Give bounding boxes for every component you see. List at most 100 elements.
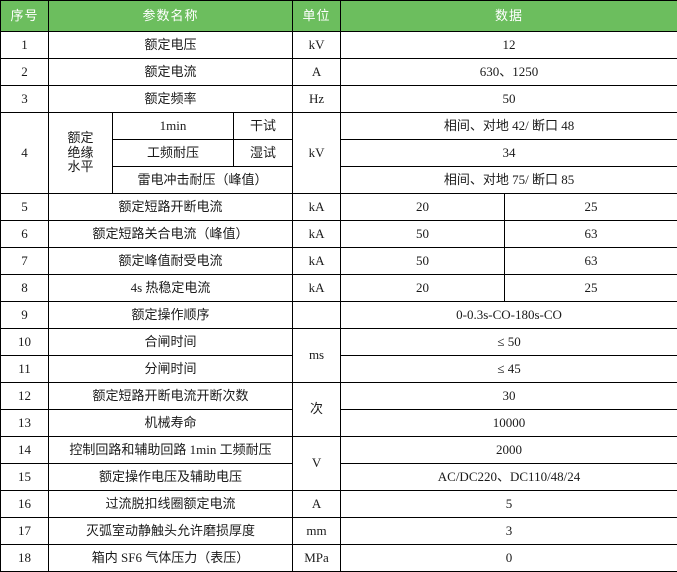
table-row: 10 合闸时间 ms ≤ 50 [1, 329, 677, 356]
row-unit-volt: V [293, 437, 341, 491]
insulation-test-wet: 湿试 [234, 140, 293, 167]
insulation-group-label-line: 水平 [51, 160, 110, 175]
header-parameter: 参数名称 [49, 1, 293, 32]
row-number: 12 [1, 383, 49, 410]
table-row: 16 过流脱扣线圈额定电流 A 5 [1, 491, 677, 518]
row-parameter: 额定频率 [49, 86, 293, 113]
row-parameter: 额定峰值耐受电流 [49, 248, 293, 275]
row-number: 6 [1, 221, 49, 248]
row-number: 3 [1, 86, 49, 113]
row-unit: MPa [293, 545, 341, 572]
row-parameter: 箱内 SF6 气体压力（表压） [49, 545, 293, 572]
row-data: AC/DC220、DC110/48/24 [341, 464, 677, 491]
insulation-group-label-line: 额定 [51, 131, 110, 146]
row-data: 5 [341, 491, 677, 518]
table-row: 12 额定短路开断电流开断次数 次 30 [1, 383, 677, 410]
insulation-data-dry: 相间、对地 42/ 断口 48 [341, 113, 677, 140]
row-data-right: 63 [505, 248, 677, 275]
row-data: 12 [341, 32, 677, 59]
row-number: 2 [1, 59, 49, 86]
impulse-label: 雷电冲击耐压（峰值） [113, 167, 293, 194]
header-data: 数据 [341, 1, 677, 32]
row-data: ≤ 50 [341, 329, 677, 356]
row-parameter: 合闸时间 [49, 329, 293, 356]
row-number: 9 [1, 302, 49, 329]
table-row: 14 控制回路和辅助回路 1min 工频耐压 V 2000 [1, 437, 677, 464]
row-data: 50 [341, 86, 677, 113]
row-number: 13 [1, 410, 49, 437]
row-number: 14 [1, 437, 49, 464]
row-data-right: 25 [505, 194, 677, 221]
row-number: 5 [1, 194, 49, 221]
header-no: 序号 [1, 1, 49, 32]
row-parameter: 额定短路关合电流（峰值） [49, 221, 293, 248]
row-unit: kV [293, 113, 341, 194]
row-data-right: 25 [505, 275, 677, 302]
row-data-right: 63 [505, 221, 677, 248]
row-unit: mm [293, 518, 341, 545]
table-row: 3 额定频率 Hz 50 [1, 86, 677, 113]
row-parameter: 灭弧室动静触头允许磨损厚度 [49, 518, 293, 545]
row-unit: kV [293, 32, 341, 59]
table-row: 17 灭弧室动静触头允许磨损厚度 mm 3 [1, 518, 677, 545]
row-unit: A [293, 491, 341, 518]
row-number: 4 [1, 113, 49, 194]
row-number: 16 [1, 491, 49, 518]
table-row: 9 额定操作顺序 0-0.3s-CO-180s-CO [1, 302, 677, 329]
row-parameter: 过流脱扣线圈额定电流 [49, 491, 293, 518]
row-data: 30 [341, 383, 677, 410]
insulation-data-wet: 34 [341, 140, 677, 167]
row-data-left: 20 [341, 194, 505, 221]
row-number: 15 [1, 464, 49, 491]
table-row: 2 额定电流 A 630、1250 [1, 59, 677, 86]
table-row: 6 额定短路关合电流（峰值） kA 50 63 [1, 221, 677, 248]
row-data: 2000 [341, 437, 677, 464]
table-row: 5 额定短路开断电流 kA 20 25 [1, 194, 677, 221]
row-data: 630、1250 [341, 59, 677, 86]
table-row: 1 额定电压 kV 12 [1, 32, 677, 59]
row-data-left: 50 [341, 248, 505, 275]
row-number: 11 [1, 356, 49, 383]
row-unit-ms: ms [293, 329, 341, 383]
row-parameter: 额定电流 [49, 59, 293, 86]
row-number: 1 [1, 32, 49, 59]
row-parameter: 分闸时间 [49, 356, 293, 383]
row-parameter: 额定操作电压及辅助电压 [49, 464, 293, 491]
insulation-test-dry: 干试 [234, 113, 293, 140]
row-number: 7 [1, 248, 49, 275]
row-unit: Hz [293, 86, 341, 113]
insulation-group-label-line: 绝缘 [51, 146, 110, 161]
row-parameter: 额定短路开断电流开断次数 [49, 383, 293, 410]
row-number: 18 [1, 545, 49, 572]
row-data-left: 50 [341, 221, 505, 248]
table-row-insulation-dry: 4 额定 绝缘 水平 1min 干试 kV 相间、对地 42/ 断口 48 [1, 113, 677, 140]
row-unit: kA [293, 221, 341, 248]
row-parameter: 机械寿命 [49, 410, 293, 437]
row-unit: kA [293, 194, 341, 221]
row-data: 3 [341, 518, 677, 545]
table-header-row: 序号 参数名称 单位 数据 [1, 1, 677, 32]
row-parameter: 4s 热稳定电流 [49, 275, 293, 302]
power-frequency-label-line: 1min [113, 113, 234, 140]
row-parameter: 额定电压 [49, 32, 293, 59]
row-unit-times: 次 [293, 383, 341, 437]
row-unit: A [293, 59, 341, 86]
row-unit: kA [293, 275, 341, 302]
header-unit: 单位 [293, 1, 341, 32]
power-frequency-label-line: 工频耐压 [113, 140, 234, 167]
row-data: 0-0.3s-CO-180s-CO [341, 302, 677, 329]
row-parameter: 额定操作顺序 [49, 302, 293, 329]
impulse-data: 相间、对地 75/ 断口 85 [341, 167, 677, 194]
table-row: 18 箱内 SF6 气体压力（表压） MPa 0 [1, 545, 677, 572]
insulation-group-label: 额定 绝缘 水平 [49, 113, 113, 194]
row-data: 10000 [341, 410, 677, 437]
table-row: 8 4s 热稳定电流 kA 20 25 [1, 275, 677, 302]
row-number: 17 [1, 518, 49, 545]
row-data-left: 20 [341, 275, 505, 302]
row-unit [293, 302, 341, 329]
row-parameter: 控制回路和辅助回路 1min 工频耐压 [49, 437, 293, 464]
row-data: ≤ 45 [341, 356, 677, 383]
row-number: 10 [1, 329, 49, 356]
row-parameter: 额定短路开断电流 [49, 194, 293, 221]
